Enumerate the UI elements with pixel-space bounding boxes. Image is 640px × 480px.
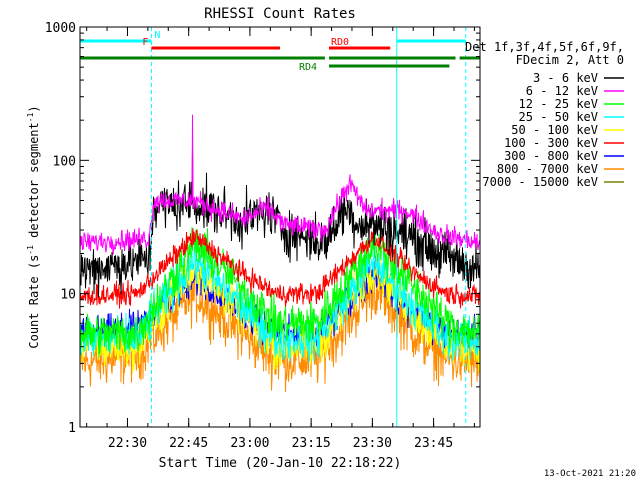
- series-line-25-50keV: [79, 233, 481, 363]
- series-line-3-6keV: [80, 147, 481, 298]
- legend-header-line-2: FDecim 2, Att 0: [516, 53, 624, 67]
- x-tick-label: 22:45: [169, 436, 208, 451]
- legend: Det 1f,3f,4f,5f,6f,9f, FDecim 2, Att 0 3…: [465, 40, 624, 189]
- legend-label: 12 - 25 keV: [519, 97, 598, 111]
- x-axis-label: Start Time (20-Jan-10 22:18:22): [159, 456, 402, 471]
- chart-title: RHESSI Count Rates: [204, 6, 356, 22]
- flag-label-F: F: [142, 37, 148, 48]
- legend-label: 3 - 6 keV: [533, 71, 598, 85]
- y-axis-label-sup-2: -1: [26, 112, 35, 122]
- y-tick-label: 100: [53, 154, 76, 169]
- y-axis-label: Count Rate (s-1 detector segment-1): [26, 105, 41, 348]
- flag-label-RD0: RD0: [331, 37, 349, 48]
- footer-date: 13-Oct-2021 21:20: [544, 469, 636, 479]
- legend-label: 25 - 50 keV: [519, 110, 598, 124]
- plot-frame: [79, 26, 481, 428]
- series-line-12-25keV: [79, 227, 481, 358]
- y-tick-label: 1: [68, 421, 76, 436]
- x-tick-label: 22:30: [108, 436, 147, 451]
- y-tick-label: 1000: [45, 21, 76, 36]
- x-tick-label: 23:00: [230, 436, 269, 451]
- axis-layer: 1 10 100 1000 22:30 22:45 23:00 23:15 23:30 23:45: [45, 21, 480, 451]
- y-axis-label-mid: detector segment: [27, 122, 41, 245]
- legend-label: 800 - 7000 keV: [497, 162, 598, 176]
- legend-label: 6 - 12 keV: [526, 84, 598, 98]
- series-line-6-12keV: [79, 114, 481, 255]
- legend-label: 7000 - 15000 keV: [482, 175, 598, 189]
- y-axis-label-suffix: ): [27, 105, 41, 112]
- x-tick-label: 23:30: [353, 436, 392, 451]
- y-axis-label-prefix: Count Rate (s: [27, 255, 41, 349]
- legend-label: 300 - 800 keV: [504, 149, 598, 163]
- y-axis-label-sup-1: -1: [26, 245, 35, 255]
- flag-label-RD4: RD4: [299, 62, 317, 73]
- flag-label-N: N: [154, 30, 160, 41]
- legend-label: 100 - 300 keV: [504, 136, 598, 150]
- legend-header-line-1: Det 1f,3f,4f,5f,6f,9f,: [465, 40, 624, 54]
- x-tick-label: 23:15: [292, 436, 331, 451]
- x-tick-label: 23:45: [414, 436, 453, 451]
- y-tick-label: 10: [60, 288, 76, 303]
- series-line-100-300keV: [79, 228, 481, 309]
- legend-label: 50 - 100 keV: [511, 123, 598, 137]
